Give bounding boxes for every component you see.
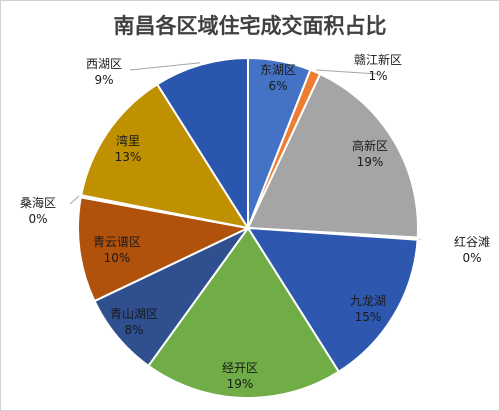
slice-name-label: 赣江新区: [354, 52, 402, 67]
leader-line-9: [69, 195, 80, 205]
slice-percent-label: 10%: [104, 251, 131, 265]
leader-lines: [69, 62, 421, 241]
slice-percent-label: 9%: [94, 73, 113, 87]
slice-name-label: 高新区: [352, 138, 388, 153]
slice-name-label: 九龙湖: [350, 293, 386, 308]
leader-line-2: [316, 69, 379, 75]
slice-name-label: 红谷滩: [454, 234, 490, 249]
leader-line-11: [129, 62, 201, 71]
slice-labels: 东湖区 6% 赣江新区 1% 高新区 19% 红谷滩 0% 九龙湖 15% 经开区 19% 青山湖区 8%…: [20, 52, 490, 391]
pie-slice-10: [80, 82, 251, 230]
pie-slice-11: [155, 56, 249, 232]
slice-name-label: 桑海区: [20, 195, 56, 210]
slice-name-label: 青云谱区: [93, 235, 141, 249]
slice-name-label: 青山湖区: [110, 306, 158, 321]
pie-slice-3: [246, 72, 419, 239]
slice-percent-label: 0%: [28, 212, 47, 226]
slice-percent-label: 19%: [357, 155, 384, 169]
slice-percent-label: 0%: [462, 251, 481, 265]
slice-percent-label: 19%: [227, 377, 254, 391]
slice-percent-label: 8%: [124, 323, 143, 337]
slice-percent-label: 15%: [355, 310, 382, 324]
slice-name-label: 湾里: [116, 133, 140, 148]
slice-percent-label: 1%: [368, 69, 387, 83]
chart-title: 南昌各区域住宅成交面积占比: [113, 14, 387, 38]
pie-slice-5: [246, 226, 419, 374]
slice-percent-label: 6%: [268, 79, 287, 93]
slice-name-label: 经开区: [222, 361, 258, 375]
slice-name-label: 东湖区: [260, 62, 296, 77]
pie-slice-8: [77, 196, 252, 303]
pie-slice-6: [147, 226, 341, 399]
slice-name-label: 西湖区: [86, 56, 122, 71]
slice-percent-label: 13%: [115, 150, 142, 164]
pie-slices: [77, 56, 419, 399]
